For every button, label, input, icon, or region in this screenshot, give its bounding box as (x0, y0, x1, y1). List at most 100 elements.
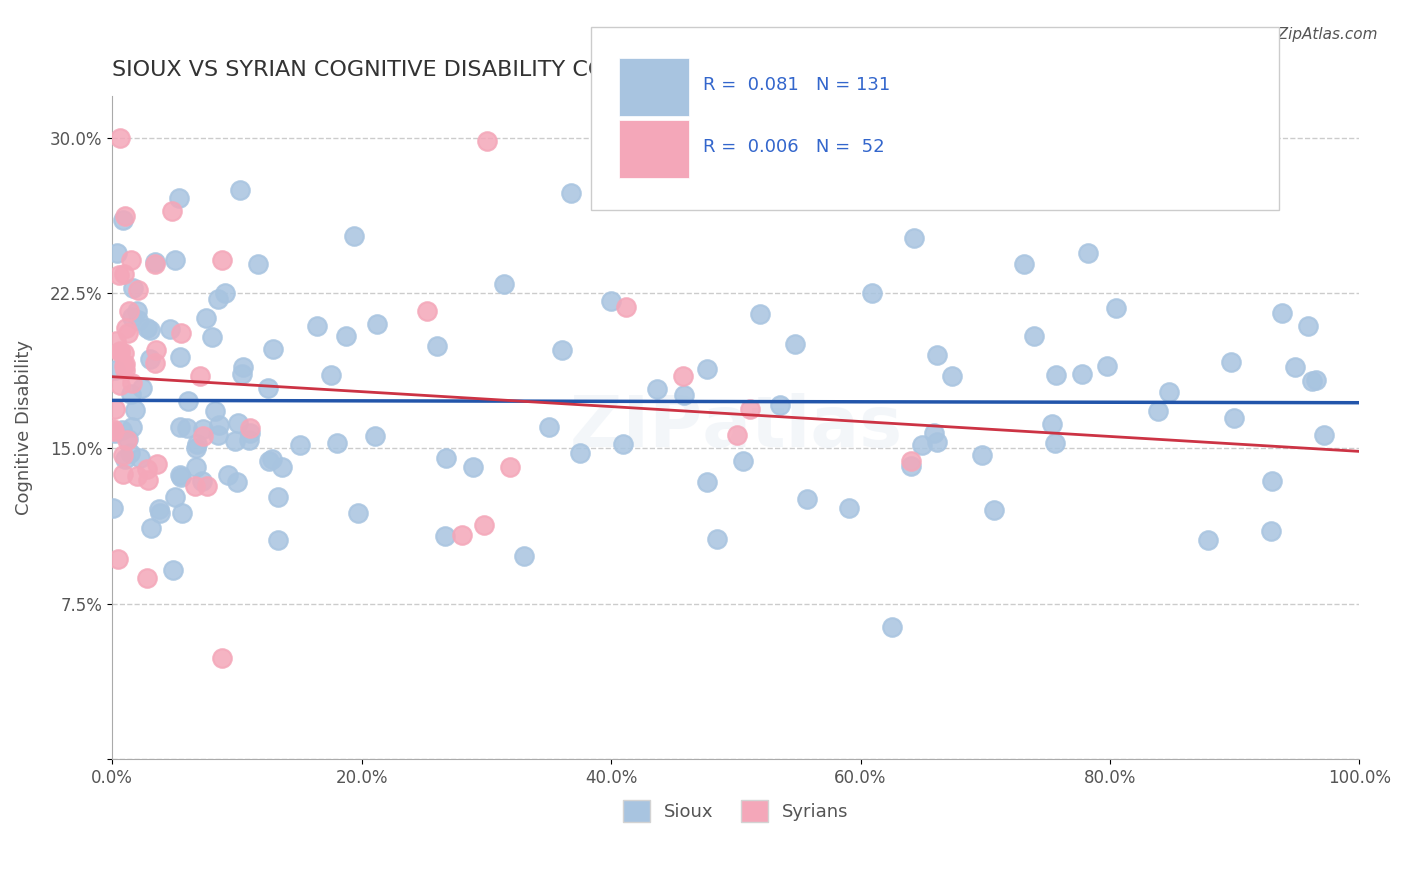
Point (1313, 428, 1336, 442)
Point (226, 475, 249, 489)
Point (163, 491, 186, 505)
Point (121, 281, 143, 295)
Point (107, 552, 129, 566)
Point (231, 368, 253, 382)
Point (112, 268, 135, 282)
Legend: Sioux, Syrians: Sioux, Syrians (616, 793, 856, 830)
Point (366, 317, 388, 331)
Point (170, 506, 193, 520)
Point (201, 330, 224, 344)
Point (347, 506, 370, 520)
Point (1301, 374, 1323, 388)
Point (136, 462, 159, 476)
Point (125, 468, 148, 483)
Point (862, 285, 884, 300)
Point (434, 529, 457, 543)
Point (364, 429, 387, 443)
Point (105, 246, 128, 260)
Point (538, 419, 561, 434)
Point (1071, 367, 1094, 381)
Point (673, 388, 696, 402)
Point (191, 422, 214, 436)
Point (114, 362, 136, 376)
Point (184, 441, 207, 455)
Point (645, 382, 668, 396)
Point (204, 403, 226, 417)
Point (499, 459, 522, 474)
Point (207, 292, 229, 306)
Point (434, 450, 457, 465)
Point (191, 474, 214, 488)
Point (672, 368, 695, 383)
Point (783, 336, 806, 351)
Point (129, 450, 152, 465)
Point (127, 283, 149, 297)
Point (229, 183, 252, 197)
Point (207, 428, 229, 442)
Point (612, 436, 634, 450)
Point (1261, 474, 1284, 488)
Text: R =  0.081   N = 131: R = 0.081 N = 131 (703, 76, 890, 94)
Point (1043, 436, 1066, 450)
Point (139, 323, 162, 337)
Point (115, 321, 138, 335)
Point (924, 425, 946, 440)
Point (211, 650, 233, 665)
Point (838, 500, 860, 515)
Point (108, 268, 131, 282)
Point (127, 313, 149, 327)
Point (970, 448, 993, 462)
Point (138, 473, 160, 487)
Point (103, 422, 125, 436)
Point (614, 300, 637, 314)
Point (120, 253, 142, 268)
Point (217, 468, 239, 483)
Point (1097, 359, 1119, 373)
Point (112, 448, 135, 462)
Point (104, 334, 127, 348)
Point (103, 426, 125, 441)
Point (114, 210, 136, 224)
Point (271, 459, 294, 474)
Point (725, 428, 748, 442)
Point (560, 186, 582, 200)
Point (117, 432, 139, 446)
Point (903, 231, 925, 245)
Text: ZIP​atlas: ZIP​atlas (569, 393, 901, 462)
Point (169, 350, 191, 364)
Point (117, 326, 139, 341)
Point (451, 528, 474, 542)
Point (416, 303, 439, 318)
Point (290, 438, 312, 452)
Point (103, 424, 125, 438)
Point (239, 421, 262, 435)
Point (569, 446, 592, 460)
Point (159, 322, 181, 336)
Point (796, 491, 818, 506)
Point (169, 468, 191, 483)
Point (900, 454, 922, 468)
Point (307, 318, 329, 333)
Point (104, 402, 127, 417)
Point (262, 342, 284, 356)
Point (1012, 257, 1035, 271)
Y-axis label: Cognitive Disability: Cognitive Disability (15, 340, 32, 516)
Point (1077, 245, 1099, 260)
Point (733, 454, 755, 468)
Point (103, 500, 125, 515)
Point (224, 434, 246, 448)
Point (1197, 533, 1219, 547)
Point (183, 479, 205, 493)
Point (477, 134, 499, 148)
Point (1040, 417, 1063, 431)
Point (247, 256, 270, 270)
Point (108, 131, 131, 145)
Point (111, 423, 134, 437)
Point (1305, 373, 1327, 387)
Point (1146, 404, 1168, 418)
Point (1219, 354, 1241, 368)
Point (167, 191, 190, 205)
Point (267, 533, 290, 548)
Point (170, 470, 193, 484)
Point (112, 213, 135, 227)
